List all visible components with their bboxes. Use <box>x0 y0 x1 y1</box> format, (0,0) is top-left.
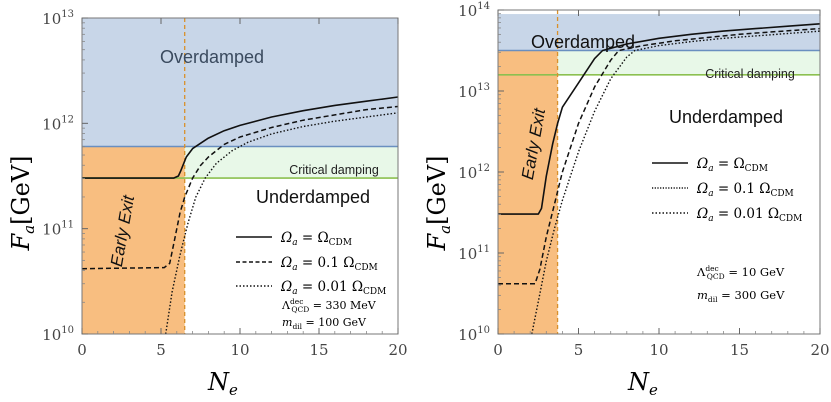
left-y-tick-label-12: 1012 <box>42 114 74 133</box>
left-legend-label-1: Ωa = 0.1 ΩCDM <box>280 255 378 273</box>
right-legend-label-2: Ωa = 0.01 ΩCDM <box>696 206 802 224</box>
right-series-0 <box>498 23 821 215</box>
left-annotation-lambda: Λdec QCD = 330 MeV <box>281 297 377 314</box>
right-annotation-mdil: mdil = 300 GeV <box>697 288 785 304</box>
right-y-tick-label-12: 1012 <box>458 163 490 182</box>
right-y-tick-label-10: 1010 <box>458 325 490 344</box>
right-y-tick-label-13: 1013 <box>458 82 490 101</box>
right-annotation-lambda: Λdec QCD = 10 GeV <box>696 264 785 281</box>
left-y-tick-label-10: 1010 <box>42 325 74 344</box>
left-x-tick-label-10: 10 <box>230 341 249 359</box>
right-y-axis-label: Fa[GeV] <box>423 155 454 251</box>
left-x-axis-label: Ne <box>207 368 238 399</box>
right-region-early-exit <box>498 50 558 334</box>
left-x-tick-label-5: 5 <box>156 341 166 359</box>
left-legend: Ωa = ΩCDM Ωa = 0.1 ΩCDM Ωa = 0.01 ΩCDM <box>236 230 386 297</box>
right-legend-label-1: Ωa = 0.1 ΩCDM <box>696 181 794 199</box>
left-series-1 <box>81 105 399 270</box>
right-x-tick-label-15: 15 <box>730 341 749 359</box>
right-y-tick-label-14: 1014 <box>458 1 490 20</box>
left-region-label-critical: Critical damping <box>289 163 379 177</box>
left-x-tick-label-0: 0 <box>77 341 87 359</box>
left-panel: 0 5 10 15 20 1010 1011 1012 1013 Overdamped Crit… <box>7 9 408 399</box>
left-legend-label-0: Ωa = ΩCDM <box>280 230 352 248</box>
right-series-2 <box>531 30 821 335</box>
left-y-axis-label: Fa[GeV] <box>7 155 38 251</box>
right-region-label-critical: Critical damping <box>705 67 795 81</box>
left-legend-label-2: Ωa = 0.01 ΩCDM <box>280 279 386 297</box>
right-x-axis-label: Ne <box>627 368 658 399</box>
right-x-tick-label-10: 10 <box>649 341 668 359</box>
left-y-tick-label-13: 1013 <box>42 9 74 28</box>
left-x-tick-label-20: 20 <box>388 341 407 359</box>
left-annotation-mdil: mdil = 100 GeV <box>282 316 367 331</box>
right-region-label-underdamped: Underdamped <box>669 107 783 127</box>
left-region-label-overdamped: Overdamped <box>160 47 264 67</box>
left-series-0 <box>82 96 399 179</box>
left-x-tick-label-15: 15 <box>309 341 328 359</box>
right-series-1 <box>498 27 821 285</box>
left-y-tick-label-11: 1011 <box>42 220 74 239</box>
left-series-2 <box>165 112 399 335</box>
right-legend: Ωa = ΩCDM Ωa = 0.1 ΩCDM Ωa = 0.01 ΩCDM <box>652 156 802 224</box>
right-x-tick-label-5: 5 <box>574 341 584 359</box>
right-region-label-overdamped: Overdamped <box>531 32 635 52</box>
left-region-overdamped <box>82 18 398 147</box>
right-x-tick-label-0: 0 <box>493 341 503 359</box>
right-x-tick-label-20: 20 <box>810 341 829 359</box>
left-region-label-underdamped: Underdamped <box>256 187 370 207</box>
right-y-tick-label-11: 1011 <box>458 244 490 263</box>
right-legend-label-0: Ωa = ΩCDM <box>696 156 768 174</box>
